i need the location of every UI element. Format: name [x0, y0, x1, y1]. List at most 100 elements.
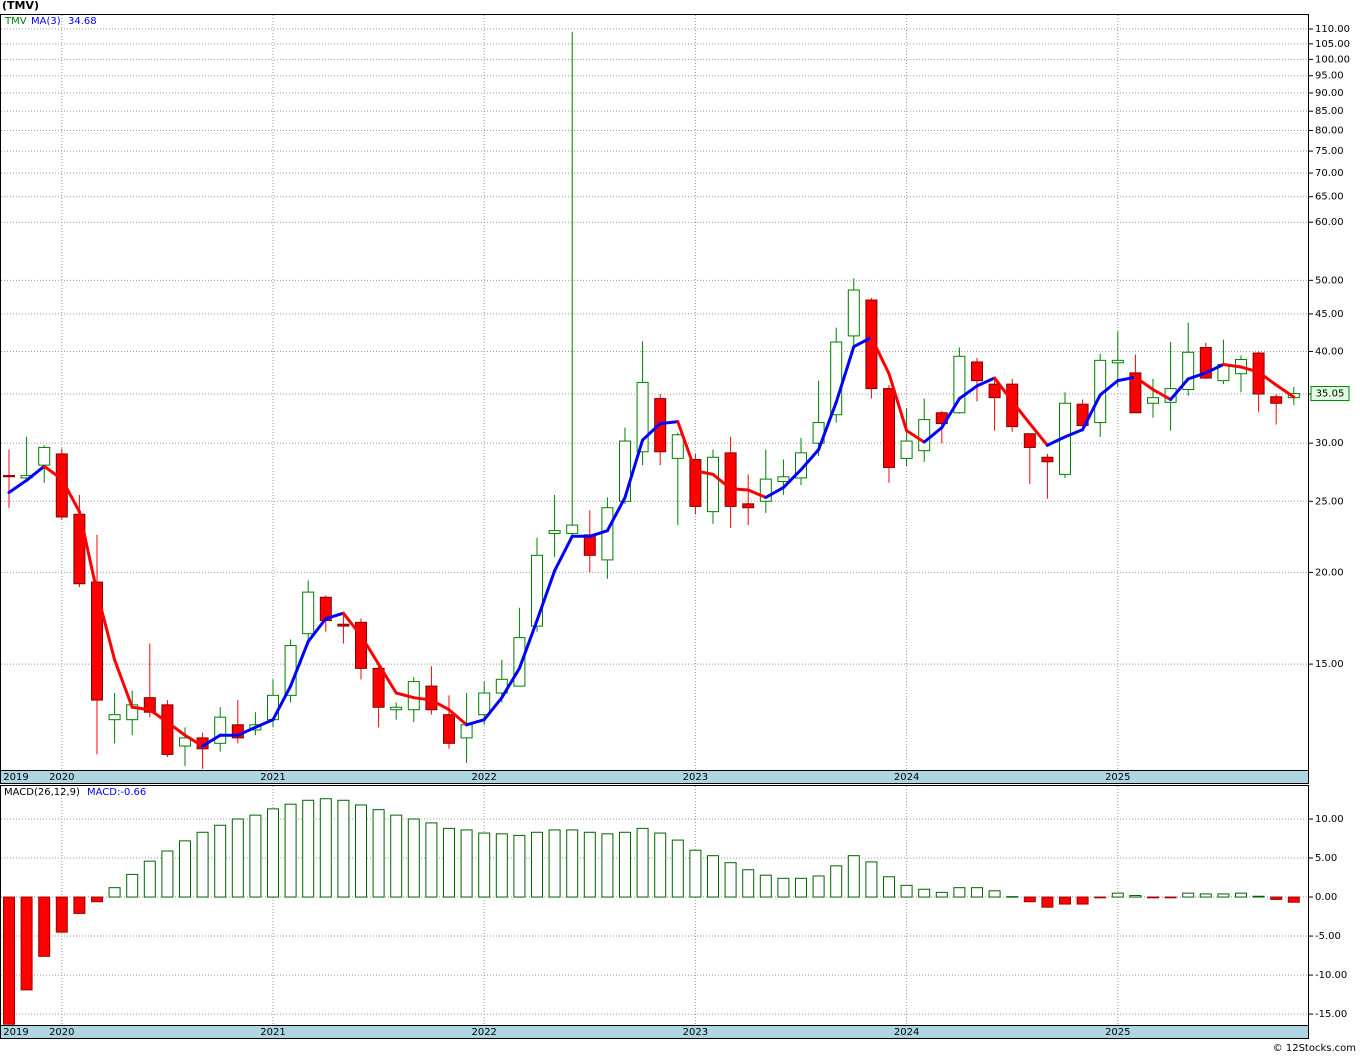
macd-bar	[407, 818, 420, 898]
ma-line	[447, 708, 469, 727]
y-tick-label: 95.00	[1315, 71, 1344, 82]
ma-line	[165, 720, 187, 737]
macd-bar	[689, 849, 702, 898]
macd-bar	[319, 798, 332, 898]
candle-body	[302, 591, 315, 635]
x-axis-strip	[0, 1025, 1309, 1039]
x-axis-strip	[0, 770, 1309, 784]
ma-line	[253, 718, 275, 729]
candle-body	[583, 534, 596, 556]
macd-bar	[1129, 894, 1142, 898]
macd-bar	[988, 890, 1001, 898]
macd-bar	[284, 803, 297, 898]
macd-bar	[1199, 893, 1212, 898]
candle-body	[636, 381, 649, 453]
ma-line	[465, 718, 486, 727]
candle-body	[953, 355, 966, 414]
ma-line	[711, 472, 733, 491]
candle-body	[267, 694, 279, 721]
x-tick-label: 2022	[471, 772, 496, 783]
macd-bar	[1006, 896, 1019, 898]
candle-body	[724, 452, 737, 507]
y-tick-label: 75.00	[1315, 146, 1344, 157]
macd-bar	[671, 839, 684, 898]
ma-line	[993, 376, 1014, 403]
macd-bar	[883, 876, 895, 898]
ma-line	[25, 464, 46, 482]
y-tick-label: 60.00	[1315, 217, 1344, 228]
macd-bar	[1041, 896, 1054, 908]
ma-line	[429, 698, 451, 712]
chart-title: (TMV)	[2, 0, 39, 12]
x-tick-label: 2025	[1105, 772, 1130, 783]
ma-line	[1186, 371, 1208, 381]
ma-line	[7, 478, 29, 494]
ma-line	[764, 486, 785, 499]
ma-line	[940, 397, 961, 430]
ma-line	[623, 438, 645, 499]
macd-bar	[1252, 895, 1265, 898]
candle-body	[548, 530, 561, 534]
last-price-box	[1310, 386, 1350, 402]
candle-body	[1182, 351, 1195, 390]
ma-line	[324, 611, 345, 621]
macd-bar	[355, 804, 367, 898]
macd-bar	[619, 831, 631, 898]
macd-bar	[830, 865, 843, 898]
ma-line	[1063, 428, 1085, 439]
candle-body	[1111, 359, 1124, 364]
x-tick-label: 2019	[3, 772, 28, 783]
candle-body	[988, 383, 1001, 399]
price-panel	[0, 14, 1309, 771]
candle-body	[38, 446, 51, 466]
macd-bar	[1094, 896, 1107, 899]
candle-body	[372, 667, 385, 708]
candle-body	[883, 388, 895, 468]
macd-bar	[1076, 896, 1089, 905]
candle-body	[742, 503, 755, 509]
y-tick-label: 70.00	[1315, 168, 1344, 179]
ma-line	[517, 618, 539, 670]
macd-bar	[179, 840, 191, 898]
ma-line	[834, 345, 856, 404]
macd-bar	[795, 877, 807, 898]
candle-body	[918, 419, 931, 452]
ma-line	[1274, 383, 1296, 399]
ma-line	[1098, 379, 1120, 397]
y-tick-label: 30.00	[1315, 438, 1344, 449]
macd-bar	[953, 887, 966, 898]
macd-bar	[91, 896, 103, 903]
macd-bar	[390, 814, 403, 898]
ma-line	[60, 477, 81, 514]
ma-line	[1081, 393, 1102, 432]
macd-bar	[1111, 892, 1124, 898]
candle-body	[601, 507, 614, 561]
macd-bar	[55, 896, 68, 933]
ma-line	[500, 666, 521, 700]
ma-line	[77, 510, 99, 594]
x-tick-label: 2021	[260, 772, 285, 783]
ma-line	[130, 705, 152, 712]
y-tick-label: 40.00	[1315, 346, 1344, 357]
y-tick-label: 110.00	[1315, 24, 1350, 35]
candle-body	[179, 737, 191, 747]
macd-bar	[3, 896, 15, 1025]
candle-body	[108, 714, 121, 721]
macd-bar	[847, 855, 860, 898]
candle-body	[865, 299, 878, 390]
candle-body	[55, 453, 68, 518]
macd-bar	[583, 831, 596, 898]
macd-bar	[531, 831, 543, 898]
ma-line	[588, 529, 609, 538]
ma-line	[641, 422, 662, 442]
y-tick-label: 0.00	[1315, 892, 1337, 903]
y-tick-label: 100.00	[1315, 54, 1350, 65]
macd-bar	[812, 875, 825, 898]
ma-line	[359, 634, 381, 666]
candle-body	[619, 440, 631, 502]
candle-body	[1129, 372, 1142, 414]
macd-bar	[1270, 896, 1283, 900]
candle-body	[900, 440, 913, 459]
macd-bar	[73, 896, 86, 914]
